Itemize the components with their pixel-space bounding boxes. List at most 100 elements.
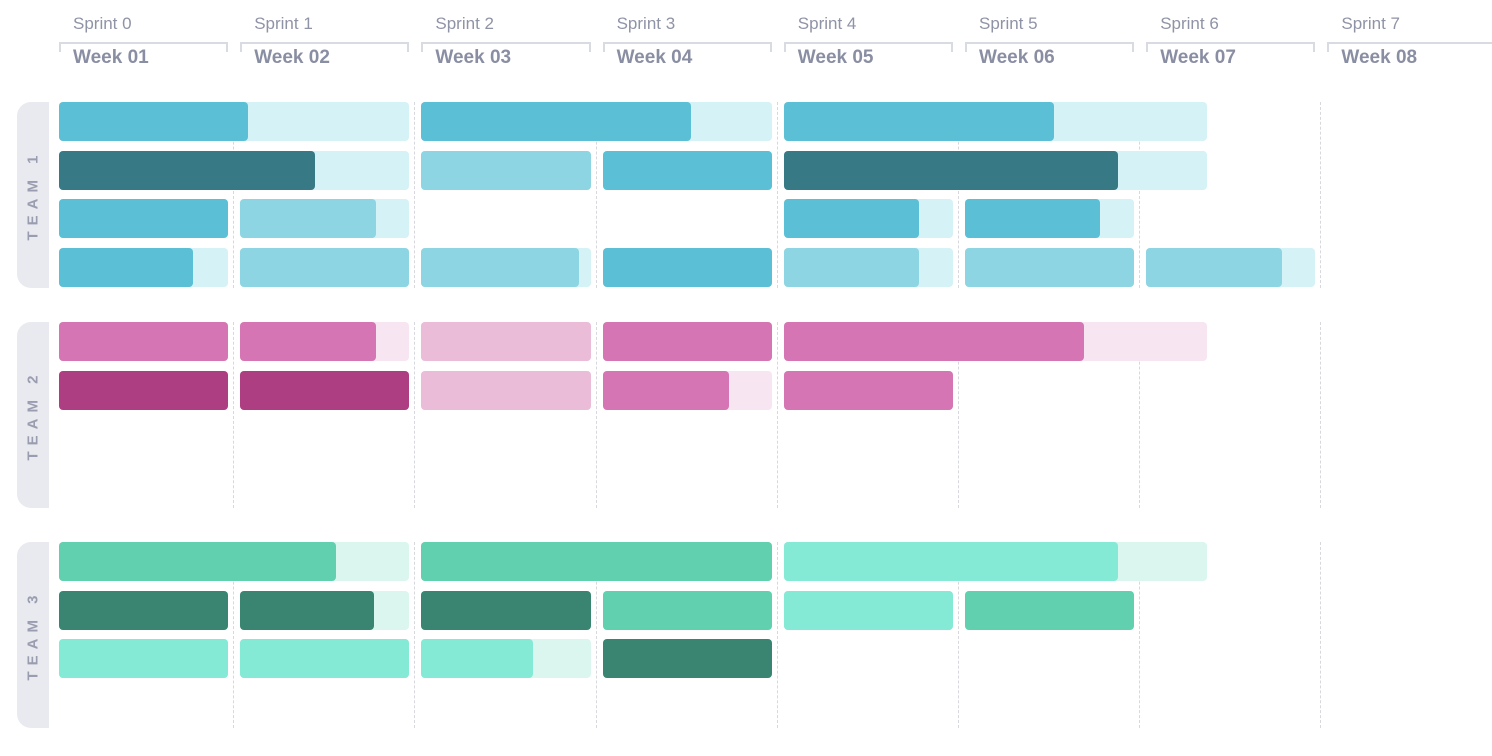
week-label: Week 06 [979, 47, 1055, 68]
task-progress-fill [421, 542, 772, 581]
week-label: Week 03 [435, 47, 512, 68]
week-label: Week 02 [254, 47, 330, 68]
task-bar[interactable] [240, 639, 410, 679]
task-bar[interactable] [59, 150, 410, 190]
task-bar[interactable] [59, 322, 229, 361]
task-progress-fill [421, 590, 591, 630]
gridline [233, 322, 235, 508]
week-label: Week 04 [616, 47, 693, 68]
team-label: TEAM 3 [24, 589, 42, 681]
task-bar[interactable] [602, 248, 772, 288]
task-bar[interactable] [965, 590, 1135, 630]
task-bar[interactable] [602, 639, 772, 679]
task-progress-fill [783, 590, 953, 630]
task-bar[interactable] [421, 102, 772, 141]
task-bar[interactable] [602, 150, 772, 190]
task-bar[interactable] [602, 370, 772, 410]
task-bar[interactable] [59, 542, 410, 581]
task-bar[interactable] [240, 370, 410, 410]
task-progress-fill [602, 590, 772, 630]
task-bar[interactable] [421, 542, 772, 581]
gridline [958, 102, 959, 288]
gridline [776, 542, 778, 728]
task-bar[interactable] [421, 370, 591, 410]
task-bar[interactable] [59, 199, 229, 239]
gridline [1139, 322, 1141, 508]
task-bar[interactable] [783, 248, 953, 288]
task-bar[interactable] [421, 150, 591, 190]
task-bar[interactable] [240, 590, 410, 630]
task-progress-fill [602, 150, 772, 190]
task-bar[interactable] [1146, 248, 1316, 288]
task-bar[interactable] [59, 590, 229, 630]
task-bar[interactable] [783, 102, 1207, 141]
task-bar[interactable] [783, 590, 953, 630]
task-progress-fill [421, 150, 591, 190]
team-label: TEAM 1 [24, 149, 42, 241]
gridline [233, 542, 235, 728]
gridline [233, 102, 235, 288]
gridline [1139, 542, 1141, 728]
task-bar[interactable] [783, 542, 1207, 581]
gridline [958, 322, 959, 508]
sprint-label: Sprint 4 [797, 14, 857, 33]
task-bar[interactable] [783, 322, 1207, 361]
team-tab [17, 542, 49, 728]
task-bar[interactable] [240, 199, 410, 239]
task-progress-fill [783, 542, 1118, 581]
week-bracket [59, 42, 229, 52]
task-bar[interactable] [602, 322, 772, 361]
task-progress-fill [965, 199, 1101, 239]
week-bracket [783, 42, 953, 52]
task-progress-fill [783, 248, 920, 288]
task-progress-fill [783, 150, 1118, 190]
task-bar[interactable] [421, 639, 591, 679]
sprint-label: Sprint 6 [1160, 14, 1219, 33]
gridline [595, 542, 597, 728]
task-progress-fill [59, 542, 336, 581]
sprint-label: Sprint 2 [435, 14, 494, 33]
task-bar[interactable] [59, 102, 410, 141]
week-label: Week 01 [73, 47, 149, 68]
gridline [414, 322, 416, 508]
task-progress-fill [240, 590, 374, 630]
gridline [776, 322, 778, 508]
gridline [595, 102, 597, 288]
task-progress-fill [240, 639, 410, 679]
task-progress-fill [783, 102, 1055, 141]
week-label: Week 05 [797, 47, 874, 68]
task-bar[interactable] [783, 370, 953, 410]
task-bar[interactable] [421, 322, 591, 361]
week-bracket [240, 42, 410, 52]
gridline [1139, 102, 1141, 288]
task-progress-fill [965, 248, 1135, 288]
task-progress-fill [59, 102, 249, 141]
task-progress-fill [602, 322, 772, 361]
week-bracket [602, 42, 772, 52]
gridline [1320, 542, 1322, 728]
task-bar[interactable] [240, 322, 410, 361]
sprint-label: Sprint 1 [254, 14, 313, 33]
task-progress-fill [602, 639, 772, 679]
task-bar[interactable] [783, 150, 1207, 190]
task-bar[interactable] [59, 639, 229, 679]
task-progress-fill [240, 199, 376, 239]
task-bar[interactable] [965, 248, 1135, 288]
task-bar[interactable] [421, 248, 591, 288]
task-progress-fill [421, 102, 692, 141]
task-bar[interactable] [602, 590, 772, 630]
task-progress-fill [421, 370, 591, 410]
task-bar[interactable] [421, 590, 591, 630]
task-progress-fill [59, 590, 229, 630]
task-bar[interactable] [59, 370, 229, 410]
task-bar[interactable] [965, 199, 1135, 239]
week-label: Week 08 [1341, 47, 1418, 68]
task-bar[interactable] [59, 248, 229, 288]
task-progress-fill [602, 248, 772, 288]
task-progress-fill [59, 370, 229, 410]
task-progress-fill [240, 248, 410, 288]
task-bar[interactable] [240, 248, 410, 288]
task-progress-fill [783, 199, 920, 239]
task-bar[interactable] [783, 199, 953, 239]
